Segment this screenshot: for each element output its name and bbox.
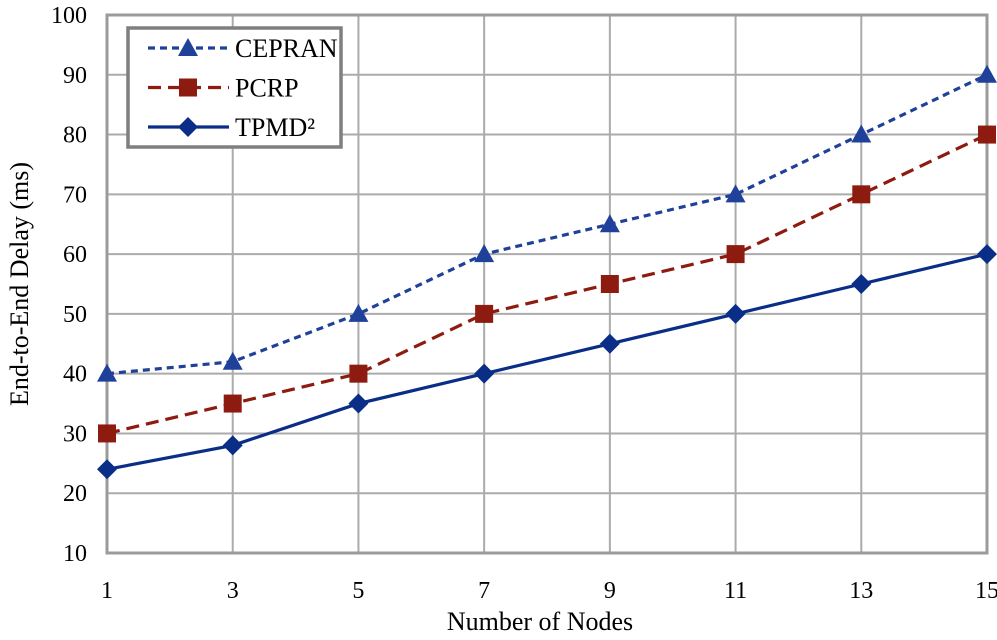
square-marker <box>978 125 996 144</box>
square-marker <box>600 275 619 293</box>
legend-label: CEPRAN <box>235 34 338 63</box>
y-tick-label: 100 <box>51 3 87 29</box>
diamond-marker <box>977 244 997 265</box>
y-tick-label: 20 <box>63 481 87 507</box>
y-tick-label: 60 <box>63 242 87 268</box>
plot-border <box>105 13 989 555</box>
square-marker <box>349 364 368 383</box>
series-line-cepran <box>106 73 988 376</box>
x-axis-title: Number of Nodes <box>447 607 633 636</box>
triangle-marker <box>725 184 746 203</box>
x-tick-label: 15 <box>975 578 997 604</box>
x-tick-label: 13 <box>849 578 873 604</box>
y-tick-label: 90 <box>63 63 87 89</box>
y-tick-label: 40 <box>63 362 87 388</box>
y-tick-label: 80 <box>63 123 87 149</box>
series-line-pcrp <box>106 133 988 436</box>
legend-item-tpmd: TPMD² <box>148 113 315 142</box>
legend-item-pcrp: PCRP <box>148 74 299 103</box>
x-tick-label: 1 <box>101 578 113 604</box>
legend: CEPRAN PCRP TPMD² <box>126 26 343 149</box>
series-line-tpmd <box>106 252 988 471</box>
triangle-marker <box>348 303 369 322</box>
diamond-marker <box>178 117 198 137</box>
x-tick-label: 3 <box>227 578 239 604</box>
y-tick-label: 50 <box>63 302 87 328</box>
triangle-marker <box>851 124 872 143</box>
y-tick-label: 30 <box>63 421 87 447</box>
diamond-marker <box>222 435 243 456</box>
diamond-marker <box>599 333 620 354</box>
y-tick-label: 10 <box>63 541 87 567</box>
square-marker <box>223 394 242 413</box>
diamond-marker <box>725 303 746 324</box>
square-marker <box>98 424 116 443</box>
triangle-marker <box>178 38 198 56</box>
diamond-marker <box>348 393 369 414</box>
x-tick-label: 7 <box>478 578 490 604</box>
triangle-marker <box>599 214 620 233</box>
x-tick-label: 9 <box>604 578 616 604</box>
square-marker <box>475 304 494 323</box>
legend-item-cepran: CEPRAN <box>148 34 338 63</box>
square-marker <box>726 245 745 264</box>
diamond-marker <box>474 363 495 384</box>
plot-frame <box>105 13 989 555</box>
legend-label: PCRP <box>235 74 299 103</box>
legend-label: TPMD² <box>235 113 315 142</box>
square-marker <box>179 78 197 97</box>
diamond-marker <box>97 459 117 480</box>
diamond-marker <box>851 274 872 294</box>
square-marker <box>852 185 871 204</box>
y-tick-label: 70 <box>63 182 87 208</box>
x-tick-label: 5 <box>352 578 364 604</box>
triangle-marker <box>97 363 117 382</box>
triangle-marker <box>474 244 495 263</box>
triangle-marker <box>222 351 243 370</box>
series-layer <box>97 64 997 480</box>
triangle-marker <box>977 64 997 83</box>
y-axis-title: End-to-End Delay (ms) <box>5 162 34 406</box>
x-tick-label: 11 <box>724 578 747 604</box>
